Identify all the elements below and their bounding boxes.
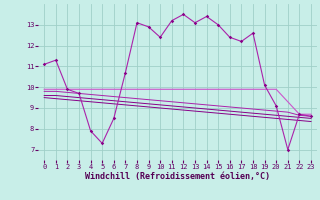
X-axis label: Windchill (Refroidissement éolien,°C): Windchill (Refroidissement éolien,°C) xyxy=(85,172,270,181)
